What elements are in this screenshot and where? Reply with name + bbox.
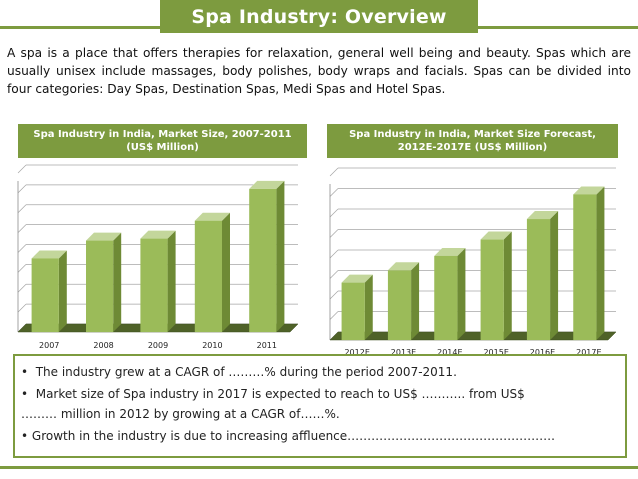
bar-side [596,186,605,340]
chart-floor [329,331,617,341]
chart2-title: Spa Industry in India, Market Size Forec… [327,124,618,158]
bar [249,188,277,332]
gridline-side [17,244,27,253]
bar [526,219,551,340]
bullet-forecast-text: Market size of Spa industry in 2017 is e… [35,387,525,401]
x-tick-label: 2008 [93,341,113,350]
x-tick-label: 2015E [483,348,508,357]
x-tick-label: 2013E [391,348,416,357]
bullet-item: • The industry grew at a CAGR of ………% du… [21,365,457,379]
gridline-side [17,184,27,194]
chart1-title: Spa Industry in India, Market Size, 2007… [18,124,307,158]
key-findings-box: • The industry grew at a CAGR of ………% du… [13,354,627,458]
bar-top [31,250,67,259]
gridline-side [329,249,339,259]
bar [434,255,458,340]
x-tick-label: 2017E [576,348,601,357]
gridline-side [17,264,27,273]
gridline-side [329,188,339,197]
x-tick-label: 2007 [39,341,59,350]
page-title: Spa Industry: Overview [160,0,478,33]
bar-top [434,247,466,256]
bar-top [341,274,373,283]
bar-side [113,232,122,332]
bullet-item: • Market size of Spa industry in 2017 is… [21,387,525,401]
gridline-side [17,164,27,174]
bar-side [364,274,373,340]
x-tick-label: 2009 [148,341,168,350]
gridline-side [329,311,339,320]
x-tick-label: 2010 [202,341,222,350]
bar [573,194,597,340]
bar-side [167,230,176,332]
bar-top [249,180,285,189]
bar [140,238,168,332]
bar-top [140,230,176,239]
bar [387,270,412,340]
bar-side [222,212,230,332]
gridline-side [17,224,27,233]
bar-top [387,262,420,271]
bar [480,239,504,340]
bottom-accent-line [0,466,638,469]
bullet-item: • Growth in the industry is due to incre… [21,429,555,443]
gridline-side [329,270,339,279]
bar [194,220,222,332]
bar [31,258,59,332]
bar [341,282,365,340]
x-tick-label: 2014E [437,348,462,357]
bar-side [457,247,466,340]
bar-side [276,180,285,332]
bar-top [194,212,230,221]
intro-paragraph: A spa is a place that offers therapies f… [7,46,631,96]
gridline-side [329,208,339,218]
gridline-side [17,284,27,293]
bar-top [573,186,605,195]
bar-top [526,211,559,220]
gridline-side [329,229,339,238]
gridline-side [17,204,27,213]
x-tick-label: 2011 [257,341,277,350]
bar-side [58,250,67,332]
bullet-growth-text: Growth in the industry is due to increas… [31,429,555,443]
bullet-continuation: ……… million in 2012 by growing at a CAGR… [21,407,340,421]
bar-side [550,211,559,340]
gridline-side [329,290,339,300]
bar [86,240,114,332]
x-tick-label: 2016E [530,348,555,357]
gridline-side [329,167,339,177]
bar-top [86,232,122,241]
bar-side [503,231,512,340]
bar-top [480,231,512,240]
x-tick-label: 2012E [344,348,369,357]
bar-side [411,262,420,340]
gridline-side [17,303,27,313]
bullet-cagr-text: The industry grew at a CAGR of ………% duri… [35,365,457,379]
